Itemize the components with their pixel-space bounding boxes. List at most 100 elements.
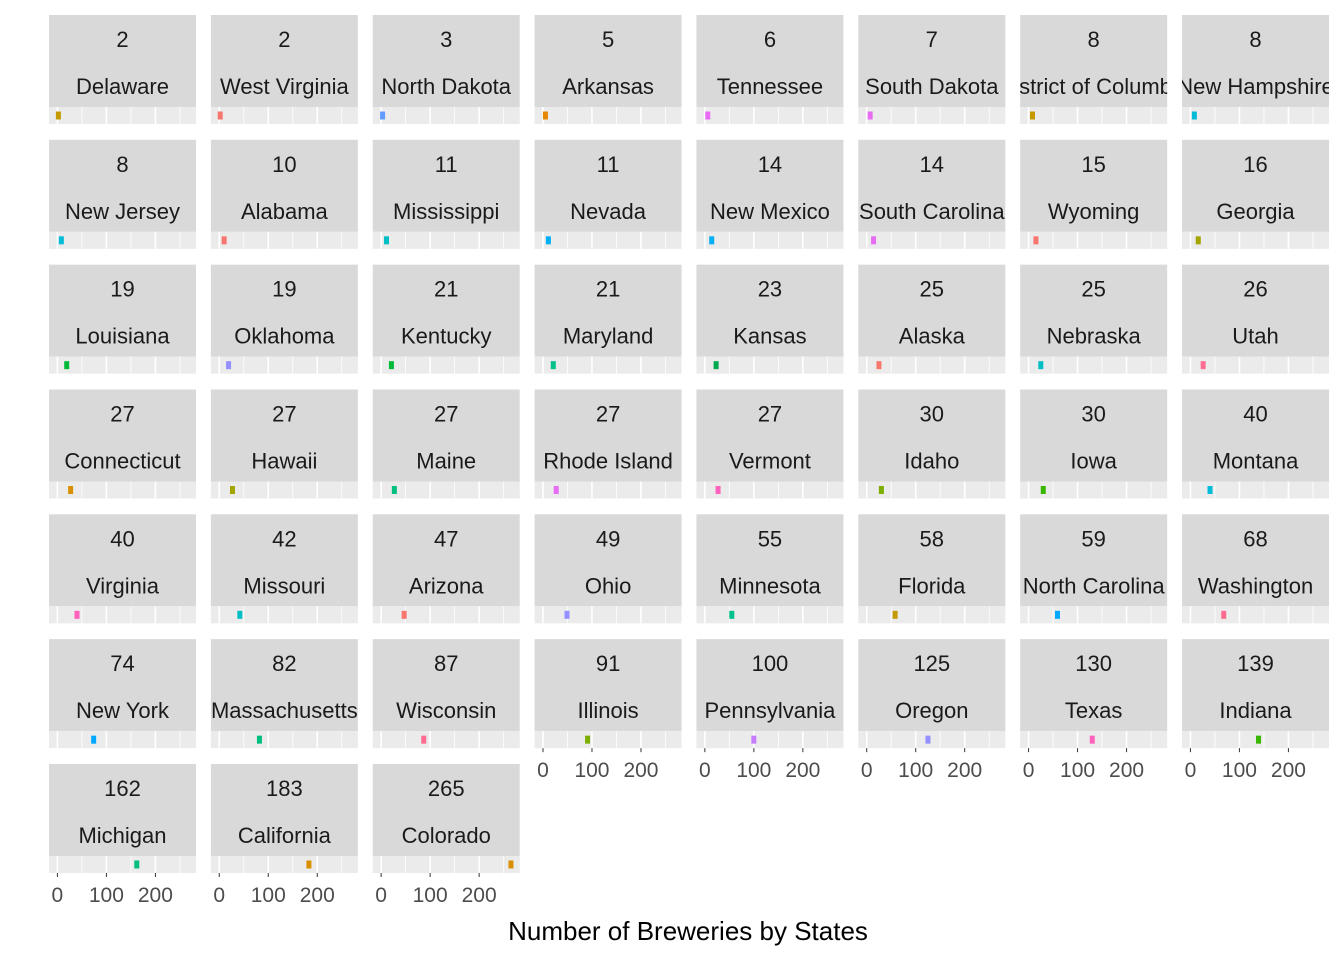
facet-plot-area — [1020, 356, 1168, 374]
x-tick-label: 200 — [462, 884, 497, 907]
facet-state-label: Florida — [898, 573, 966, 598]
x-tick-label: 100 — [736, 759, 771, 782]
facet-state-label: Hawaii — [251, 448, 317, 473]
facet-panel: 55 Minnesota — [696, 514, 844, 624]
facet-plot-area — [49, 855, 196, 873]
facet-panel: 68 Washington — [1182, 514, 1330, 624]
facet-panel: 7 South Dakota — [858, 15, 1006, 124]
bar-new-jersey — [58, 236, 64, 245]
facet-plot-area — [858, 231, 1006, 249]
bar-south-dakota — [867, 111, 873, 120]
facet-plot-area — [696, 606, 844, 624]
facet-state-label: North Dakota — [381, 74, 511, 99]
facet-panel: 11 Mississippi — [372, 139, 520, 249]
facet-panel: 8 District of Columbia — [998, 15, 1189, 124]
facet-state-label: Maryland — [563, 324, 653, 349]
facet-strip — [210, 763, 358, 856]
facet-count-label: 19 — [110, 277, 134, 302]
facet-strip — [372, 389, 520, 482]
facet-count-label: 27 — [272, 401, 296, 426]
facet-count-label: 30 — [1081, 401, 1105, 426]
facet-count-label: 2 — [116, 27, 128, 52]
x-tick-label: 0 — [1023, 759, 1035, 782]
x-tick-label: 200 — [138, 884, 173, 907]
bar-oklahoma — [226, 361, 232, 370]
facet-strip — [49, 389, 196, 482]
bar-kentucky — [388, 361, 394, 370]
bar-missouri — [237, 610, 243, 619]
facet-count-label: 10 — [272, 152, 296, 177]
facet-count-label: 40 — [110, 526, 134, 551]
facet-state-label: New Hampshire — [1177, 74, 1334, 99]
facet-state-label: Tennessee — [717, 74, 823, 99]
facet-count-label: 23 — [758, 277, 782, 302]
facet-panel: 14 South Carolina — [858, 139, 1006, 249]
facet-state-label: California — [238, 823, 332, 848]
facet-count-label: 91 — [596, 651, 620, 676]
bar-virginia — [74, 610, 80, 619]
facet-count-label: 30 — [920, 401, 944, 426]
facet-state-label: Ohio — [585, 573, 631, 598]
facet-strip — [696, 264, 844, 357]
facet-count-label: 19 — [272, 277, 296, 302]
facet-strip — [696, 639, 844, 732]
facet-plot-area — [534, 731, 682, 749]
bar-north-carolina — [1054, 610, 1060, 619]
facet-panel: 125 Oregon 0 100 200 — [858, 639, 1006, 782]
facet-panel: 25 Nebraska — [1020, 264, 1168, 374]
facet-strip — [49, 639, 196, 732]
facet-count-label: 25 — [920, 277, 944, 302]
bar-maine — [391, 485, 397, 494]
facet-strip — [1182, 514, 1330, 607]
facet-strip — [858, 139, 1006, 232]
facet-plot-area — [534, 107, 682, 124]
facet-plot-area — [696, 231, 844, 249]
bar-colorado — [508, 860, 514, 869]
facet-plot-area — [372, 231, 520, 249]
facet-strip — [372, 763, 520, 856]
facet-count-label: 7 — [926, 27, 938, 52]
facet-strip — [49, 763, 196, 856]
facet-panel: 14 New Mexico — [696, 139, 844, 249]
facet-state-label: Pennsylvania — [705, 698, 837, 723]
facet-count-label: 68 — [1243, 526, 1267, 551]
facet-state-label: Vermont — [729, 448, 811, 473]
bar-louisiana — [64, 361, 70, 370]
x-tick-label: 100 — [251, 884, 286, 907]
x-tick-label: 100 — [413, 884, 448, 907]
bar-arkansas — [542, 111, 548, 120]
facet-count-label: 27 — [596, 401, 620, 426]
facet-state-label: Georgia — [1216, 199, 1295, 224]
facet-plot-area — [210, 731, 358, 749]
facet-state-label: Utah — [1232, 324, 1278, 349]
facet-plot-area — [49, 606, 196, 624]
facet-count-label: 6 — [764, 27, 776, 52]
x-tick-label: 200 — [623, 759, 658, 782]
facet-count-label: 14 — [920, 152, 944, 177]
x-tick-label: 0 — [1185, 759, 1197, 782]
facet-plot-area — [858, 356, 1006, 374]
facet-strip — [696, 514, 844, 607]
facet-panel: 183 California 0 100 200 — [210, 763, 358, 907]
x-tick-label: 0 — [861, 759, 873, 782]
x-tick-label: 0 — [52, 884, 64, 907]
bar-wyoming — [1033, 236, 1039, 245]
facet-count-label: 3 — [440, 27, 452, 52]
facet-strip — [534, 389, 682, 482]
facet-count-label: 162 — [104, 776, 141, 801]
facet-strip — [210, 389, 358, 482]
facet-strip — [1182, 389, 1330, 482]
facet-state-label: District of Columbia — [998, 74, 1189, 99]
facet-plot-area — [210, 606, 358, 624]
facet-state-label: Kentucky — [401, 324, 492, 349]
facet-strip — [372, 264, 520, 357]
facet-count-label: 49 — [596, 526, 620, 551]
facet-plot-area — [858, 731, 1006, 749]
bar-nebraska — [1038, 361, 1044, 370]
facet-strip — [858, 15, 1006, 107]
facet-plot-area — [1182, 231, 1330, 249]
facet-state-label: Alabama — [241, 199, 329, 224]
facet-state-label: Louisiana — [75, 324, 170, 349]
facet-strip — [534, 639, 682, 732]
facet-state-label: Washington — [1198, 573, 1313, 598]
